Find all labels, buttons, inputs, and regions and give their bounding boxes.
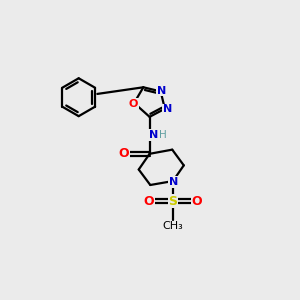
Text: N: N [149,130,158,140]
Text: N: N [163,104,172,114]
Text: N: N [169,177,178,187]
Text: O: O [119,147,130,160]
Text: H: H [159,130,167,140]
Text: O: O [192,195,202,208]
Text: S: S [168,195,177,208]
Text: O: O [144,195,154,208]
Text: N: N [157,85,166,95]
Text: O: O [129,99,138,109]
Text: CH₃: CH₃ [163,221,183,231]
